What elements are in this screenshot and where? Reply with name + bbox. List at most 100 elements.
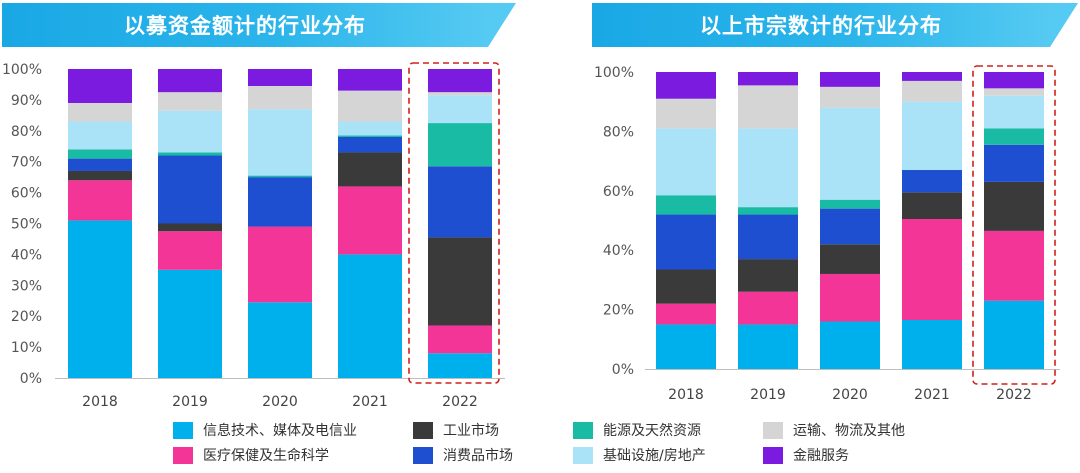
- left-bar-segment: [158, 155, 222, 224]
- left-y-tick-label: 80%: [11, 124, 42, 140]
- right-bar-segment: [738, 85, 798, 129]
- left-bar-segment: [158, 223, 222, 232]
- right-bar-segment: [984, 72, 1044, 89]
- left-bar-segment: [338, 90, 402, 122]
- right-bar-segment: [738, 207, 798, 215]
- left-y-tick-label: 10%: [11, 340, 42, 356]
- left-bar-segment: [428, 69, 492, 93]
- left-x-tick-label: 2020: [262, 394, 298, 410]
- right-bar-segment: [738, 128, 798, 208]
- right-y-tick-label: 0%: [612, 362, 634, 378]
- legend-swatch: [413, 421, 433, 439]
- legend-swatch: [573, 446, 593, 464]
- right-bar-segment: [820, 72, 880, 87]
- left-bar-segment: [68, 220, 132, 378]
- right-bar-segment: [984, 128, 1044, 145]
- left-bar-segment: [338, 135, 402, 137]
- left-bar-segment: [338, 254, 402, 378]
- left-bar-segment: [248, 302, 312, 378]
- right-x-tick-label: 2021: [914, 387, 950, 403]
- right-bar-segment: [656, 303, 716, 325]
- right-bar-segment: [656, 214, 716, 270]
- left-y-tick-label: 100%: [2, 62, 42, 78]
- left-bar-segment: [248, 109, 312, 176]
- right-bar-segment: [656, 98, 716, 129]
- left-bar-segment: [428, 237, 492, 326]
- legend-label: 医疗保健及生命科学: [203, 448, 329, 464]
- legend-label: 消费品市场: [443, 448, 513, 464]
- right-bar-segment: [820, 208, 880, 245]
- left-highlight-box: [408, 62, 500, 384]
- legend-item: 金融服务: [763, 445, 849, 465]
- left-bar-segment: [248, 85, 312, 110]
- left-x-tick-label: 2022: [442, 394, 478, 410]
- right-bar-segment: [656, 128, 716, 196]
- right-bar-segment: [738, 259, 798, 292]
- right-x-tick-label: 2018: [668, 387, 704, 403]
- right-bar-segment: [984, 181, 1044, 231]
- legend-item: 工业市场: [413, 420, 499, 440]
- left-bar-segment: [158, 69, 222, 93]
- right-bar-segment: [984, 88, 1044, 96]
- legend-label: 运输、物流及其他: [793, 423, 905, 439]
- left-y-tick-label: 70%: [11, 155, 42, 171]
- left-y-tick-label: 50%: [11, 217, 42, 233]
- right-y-tick-label: 80%: [603, 124, 634, 140]
- left-bar-segment: [248, 177, 312, 227]
- legend-item: 能源及天然资源: [573, 420, 701, 440]
- right-bar-segment: [656, 324, 716, 369]
- left-bar-segment: [68, 69, 132, 103]
- right-bar-segment: [902, 80, 962, 102]
- right-bar-segment: [656, 72, 716, 99]
- right-y-tick-label: 40%: [603, 243, 634, 259]
- left-x-tick-label: 2019: [172, 394, 208, 410]
- right-bar-segment: [820, 321, 880, 369]
- left-bar-segment: [68, 102, 132, 122]
- left-bar-segment: [158, 152, 222, 156]
- left-y-tick-label: 30%: [11, 278, 42, 294]
- right-bar-segment: [984, 144, 1044, 182]
- left-bar-segment: [338, 186, 402, 255]
- left-bar-segment: [158, 110, 222, 153]
- left-bar-segment: [68, 149, 132, 159]
- left-bar-segment: [158, 269, 222, 378]
- left-bar-segment: [428, 353, 492, 378]
- right-bar-segment: [820, 199, 880, 209]
- right-bar-segment: [984, 95, 1044, 129]
- left-x-tick-label: 2021: [352, 394, 388, 410]
- right-bar-segment: [738, 291, 798, 325]
- right-bar-segment: [902, 101, 962, 171]
- right-x-tick-label: 2019: [750, 387, 786, 403]
- chart-title-left: 以募资金额计的行业分布: [2, 3, 516, 47]
- legend-swatch: [173, 421, 193, 439]
- right-bar-segment: [820, 244, 880, 274]
- legend-item: 消费品市场: [413, 445, 513, 465]
- left-bar-segment: [428, 95, 492, 124]
- left-bar-segment: [68, 180, 132, 221]
- left-x-tick-label: 2018: [82, 394, 118, 410]
- right-bar-segment: [820, 107, 880, 200]
- right-bar-segment: [902, 72, 962, 81]
- left-y-tick-label: 90%: [11, 93, 42, 109]
- right-bar-segment: [902, 192, 962, 220]
- right-bar-segment: [902, 170, 962, 193]
- left-y-tick-label: 20%: [11, 309, 42, 325]
- right-bar-segment: [656, 269, 716, 304]
- chart-title-right: 以上市宗数计的行业分布: [592, 3, 1078, 47]
- legend-item: 医疗保健及生命科学: [173, 445, 329, 465]
- right-y-tick-label: 100%: [594, 65, 634, 81]
- left-y-tick-label: 60%: [11, 186, 42, 202]
- legend-swatch: [573, 421, 593, 439]
- right-highlight-box: [972, 65, 1056, 385]
- left-bar-segment: [158, 231, 222, 270]
- left-bar-segment: [68, 158, 132, 171]
- left-bar-segment: [248, 175, 312, 178]
- legend-item: 运输、物流及其他: [763, 420, 905, 440]
- legend-label: 信息技术、媒体及电信业: [203, 423, 357, 439]
- right-bar-segment: [820, 273, 880, 322]
- chart-legend: 信息技术、媒体及电信业 工业市场 能源及天然资源 运输、物流及其他医疗保健及生命科学 消…: [0, 412, 1080, 473]
- left-y-tick-label: 0%: [20, 371, 42, 387]
- left-bar-segment: [338, 121, 402, 136]
